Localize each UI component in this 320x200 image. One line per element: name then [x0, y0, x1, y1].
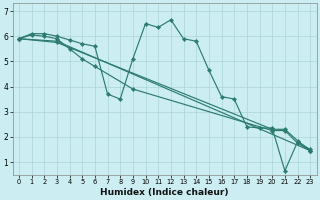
X-axis label: Humidex (Indice chaleur): Humidex (Indice chaleur)	[100, 188, 229, 197]
